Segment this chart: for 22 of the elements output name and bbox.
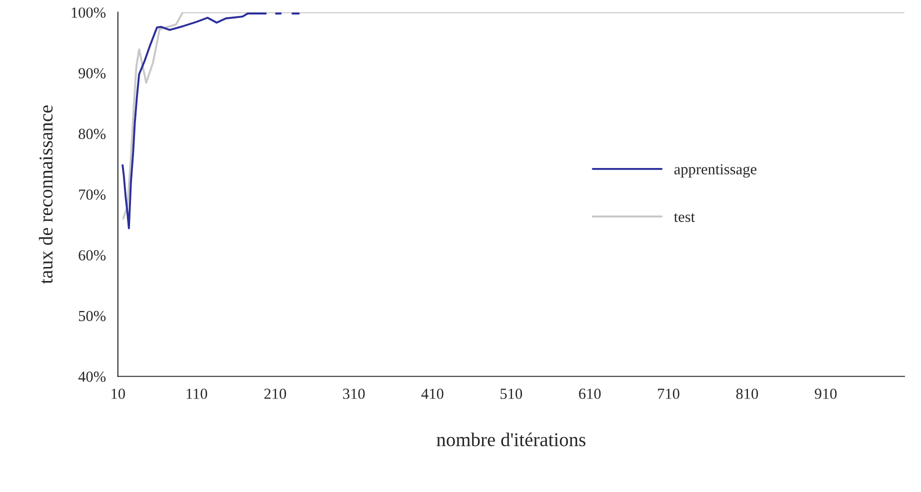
x-tick-label: 310 (343, 388, 365, 399)
x-tick-label: 810 (736, 388, 758, 399)
x-tick-label: 10 (112, 388, 125, 399)
line-series (122, 12, 904, 220)
x-axis-title: nombre d'itérations (436, 432, 586, 446)
y-tick-label: 90% (78, 68, 106, 78)
x-tick-label: 910 (814, 388, 837, 399)
x-tick-label: 610 (579, 388, 601, 399)
y-tick-label: 70% (79, 189, 106, 200)
y-tick-label: 80% (78, 128, 106, 140)
y-tick-label: 100% (72, 7, 106, 18)
legend-label: apprentissage (674, 164, 756, 178)
y-axis-title: taux de reconnaissance (38, 105, 53, 284)
x-tick-label: 510 (500, 388, 522, 399)
y-tick-label: 40% (78, 372, 106, 382)
x-tick-label: 110 (186, 388, 208, 399)
y-tick-label: 60% (78, 250, 106, 261)
x-tick-label: 410 (421, 388, 444, 399)
legend-label: test (674, 213, 695, 222)
x-tick-label: 710 (658, 388, 680, 399)
y-tick-label: 50% (78, 310, 106, 322)
x-tick-label: 210 (264, 388, 286, 399)
